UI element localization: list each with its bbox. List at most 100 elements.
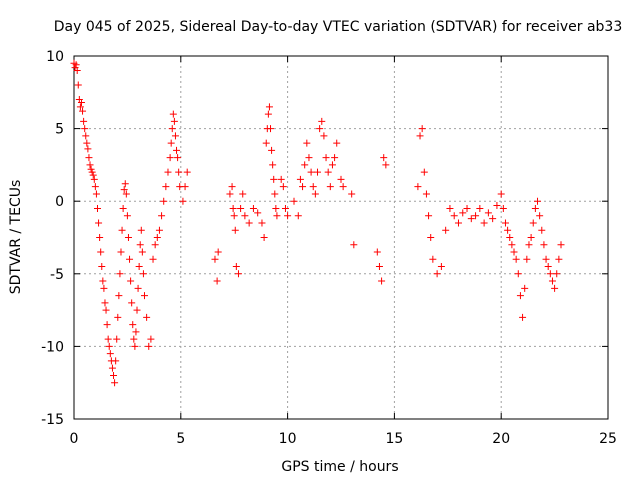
data-point bbox=[450, 212, 458, 220]
data-point bbox=[484, 209, 492, 217]
data-point bbox=[546, 270, 554, 278]
data-point bbox=[499, 204, 507, 212]
data-points bbox=[70, 59, 565, 387]
data-point bbox=[151, 241, 159, 249]
data-point bbox=[557, 241, 565, 249]
data-point bbox=[416, 132, 424, 140]
data-point bbox=[81, 125, 89, 133]
data-point bbox=[333, 139, 341, 147]
data-point bbox=[309, 183, 317, 191]
data-point bbox=[245, 219, 253, 227]
data-point bbox=[80, 117, 88, 125]
data-point bbox=[174, 154, 182, 162]
data-point bbox=[118, 226, 126, 234]
data-point bbox=[228, 183, 236, 191]
data-point bbox=[380, 154, 388, 162]
data-point bbox=[418, 125, 426, 133]
data-point bbox=[97, 248, 105, 256]
data-point bbox=[472, 212, 480, 220]
data-point bbox=[284, 212, 292, 220]
data-point bbox=[131, 342, 139, 350]
data-point bbox=[128, 299, 136, 307]
data-point bbox=[100, 284, 108, 292]
data-point bbox=[324, 168, 332, 176]
data-point bbox=[303, 139, 311, 147]
data-point bbox=[258, 219, 266, 227]
data-point bbox=[170, 117, 178, 125]
chart-title: Day 045 of 2025, Sidereal Day-to-day VTE… bbox=[54, 19, 623, 35]
data-point bbox=[74, 81, 82, 89]
data-point bbox=[446, 204, 454, 212]
data-point bbox=[373, 248, 381, 256]
data-point bbox=[265, 103, 273, 111]
data-point bbox=[102, 306, 110, 314]
data-point bbox=[326, 183, 334, 191]
data-point bbox=[89, 171, 97, 179]
data-point bbox=[249, 204, 257, 212]
data-point bbox=[181, 183, 189, 191]
data-point bbox=[548, 277, 556, 285]
data-point bbox=[116, 270, 124, 278]
data-point bbox=[294, 212, 302, 220]
data-point bbox=[95, 219, 103, 227]
data-point bbox=[437, 263, 445, 271]
data-point bbox=[307, 168, 315, 176]
data-point bbox=[272, 204, 280, 212]
y-axis-ticks: 10 5 0 -5 -10 -15 bbox=[41, 49, 608, 428]
data-point bbox=[476, 204, 484, 212]
data-point bbox=[339, 183, 347, 191]
data-point bbox=[273, 212, 281, 220]
data-point bbox=[84, 145, 92, 153]
x-tick-label: 25 bbox=[599, 431, 617, 447]
data-point bbox=[77, 98, 85, 106]
data-point bbox=[328, 161, 336, 169]
x-axis-label: GPS time / hours bbox=[281, 459, 398, 475]
data-point bbox=[230, 212, 238, 220]
data-point bbox=[86, 161, 94, 169]
data-point bbox=[512, 255, 520, 263]
data-point bbox=[155, 226, 163, 234]
y-axis-label: SDTVAR / TECUs bbox=[8, 180, 24, 295]
data-point bbox=[168, 125, 176, 133]
data-point bbox=[88, 168, 96, 176]
data-point bbox=[169, 110, 177, 118]
data-point bbox=[103, 321, 111, 329]
data-point bbox=[555, 255, 563, 263]
data-point bbox=[108, 364, 116, 372]
data-point bbox=[544, 263, 552, 271]
data-point bbox=[140, 292, 148, 300]
data-point bbox=[314, 168, 322, 176]
data-point bbox=[179, 197, 187, 205]
data-point bbox=[305, 154, 313, 162]
data-point bbox=[239, 190, 247, 198]
data-point bbox=[229, 204, 237, 212]
y-tick-label: -15 bbox=[41, 412, 64, 428]
y-tick-label: 10 bbox=[46, 49, 64, 65]
data-point bbox=[145, 342, 153, 350]
data-point bbox=[137, 226, 145, 234]
data-point bbox=[316, 125, 324, 133]
data-point bbox=[111, 379, 119, 387]
data-point bbox=[112, 357, 120, 365]
data-point bbox=[241, 212, 249, 220]
plot-frame bbox=[73, 55, 609, 420]
data-point bbox=[138, 248, 146, 256]
data-point bbox=[551, 284, 559, 292]
data-point bbox=[83, 139, 91, 147]
data-point bbox=[211, 255, 219, 263]
data-point bbox=[113, 335, 121, 343]
x-tick-label: 15 bbox=[385, 431, 403, 447]
data-point bbox=[127, 277, 135, 285]
data-point bbox=[534, 197, 542, 205]
data-point bbox=[540, 241, 548, 249]
y-tick-label: -10 bbox=[41, 339, 64, 355]
data-point bbox=[348, 190, 356, 198]
y-tick-label: 5 bbox=[55, 122, 64, 138]
data-point bbox=[132, 328, 140, 336]
data-point bbox=[269, 161, 277, 169]
data-point bbox=[87, 165, 95, 173]
data-point bbox=[420, 168, 428, 176]
data-point bbox=[375, 263, 383, 271]
data-point bbox=[158, 212, 166, 220]
